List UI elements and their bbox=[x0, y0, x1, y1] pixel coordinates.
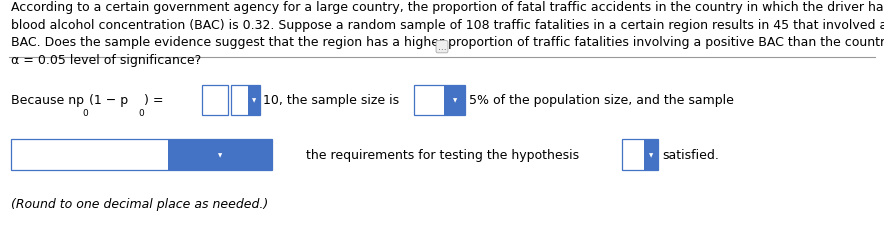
Text: Because np: Because np bbox=[11, 94, 85, 107]
Text: ...: ... bbox=[438, 43, 446, 52]
Text: ) =: ) = bbox=[144, 94, 164, 107]
FancyBboxPatch shape bbox=[622, 140, 658, 170]
Text: (1 − p: (1 − p bbox=[89, 94, 128, 107]
FancyBboxPatch shape bbox=[445, 85, 465, 116]
FancyBboxPatch shape bbox=[231, 85, 260, 116]
Text: 5% of the population size, and the sample: 5% of the population size, and the sampl… bbox=[469, 94, 734, 107]
Text: the requirements for testing the hypothesis: the requirements for testing the hypothe… bbox=[306, 148, 579, 161]
Text: ▼: ▼ bbox=[453, 98, 457, 103]
Text: (Round to one decimal place as needed.): (Round to one decimal place as needed.) bbox=[11, 197, 269, 210]
Text: ▼: ▼ bbox=[649, 152, 652, 157]
Text: ▼: ▼ bbox=[252, 98, 256, 103]
Text: 0: 0 bbox=[139, 109, 145, 118]
Text: 0: 0 bbox=[82, 109, 88, 118]
Text: 10, the sample size is: 10, the sample size is bbox=[263, 94, 400, 107]
Text: According to a certain government agency for a large country, the proportion of : According to a certain government agency… bbox=[11, 1, 884, 66]
FancyBboxPatch shape bbox=[11, 140, 272, 170]
Text: ▼: ▼ bbox=[218, 152, 222, 157]
FancyBboxPatch shape bbox=[644, 140, 658, 170]
FancyBboxPatch shape bbox=[414, 85, 465, 116]
FancyBboxPatch shape bbox=[248, 85, 260, 116]
FancyBboxPatch shape bbox=[168, 140, 272, 170]
Text: satisfied.: satisfied. bbox=[662, 148, 719, 161]
FancyBboxPatch shape bbox=[202, 85, 228, 116]
